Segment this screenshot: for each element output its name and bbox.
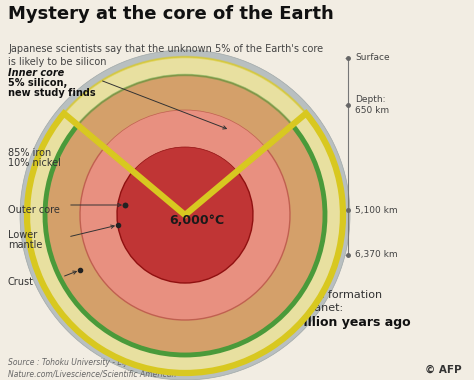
Circle shape xyxy=(27,57,343,373)
Wedge shape xyxy=(80,147,290,320)
Circle shape xyxy=(20,50,350,380)
Text: new study finds: new study finds xyxy=(8,88,96,98)
Text: 10% nickel: 10% nickel xyxy=(8,158,61,168)
Circle shape xyxy=(117,147,253,283)
Text: 85% iron: 85% iron xyxy=(8,148,51,158)
Text: 6,000°C: 6,000°C xyxy=(169,214,225,226)
Text: mantle: mantle xyxy=(8,240,42,250)
Text: Depth:
650 km: Depth: 650 km xyxy=(355,95,389,115)
Text: Surface: Surface xyxy=(355,54,390,62)
Text: Estimated formation
of the planet:: Estimated formation of the planet: xyxy=(268,290,382,313)
Text: 4.5 billion years ago: 4.5 billion years ago xyxy=(268,316,410,329)
Text: Japanese scientists say that the unknown 5% of the Earth's core
is likely to be : Japanese scientists say that the unknown… xyxy=(8,44,323,67)
Wedge shape xyxy=(117,171,253,283)
Text: 6,370 km: 6,370 km xyxy=(355,250,398,260)
Text: 5% silicon,: 5% silicon, xyxy=(8,78,67,88)
Circle shape xyxy=(45,75,325,355)
Text: 5,100 km: 5,100 km xyxy=(355,206,398,214)
Text: Lower: Lower xyxy=(8,230,37,240)
Text: Inner core: Inner core xyxy=(8,68,64,78)
Wedge shape xyxy=(45,125,325,355)
Text: Mystery at the core of the Earth: Mystery at the core of the Earth xyxy=(8,5,334,23)
Text: Crust: Crust xyxy=(8,277,34,287)
Text: Source : Tohoku University - Eiji Ohtani/Discover magazine/
Nature.com/Livescien: Source : Tohoku University - Eiji Ohtani… xyxy=(8,358,235,378)
Circle shape xyxy=(80,110,290,320)
Text: © AFP: © AFP xyxy=(425,365,462,375)
Text: Outer core: Outer core xyxy=(8,205,60,215)
Wedge shape xyxy=(27,114,343,373)
